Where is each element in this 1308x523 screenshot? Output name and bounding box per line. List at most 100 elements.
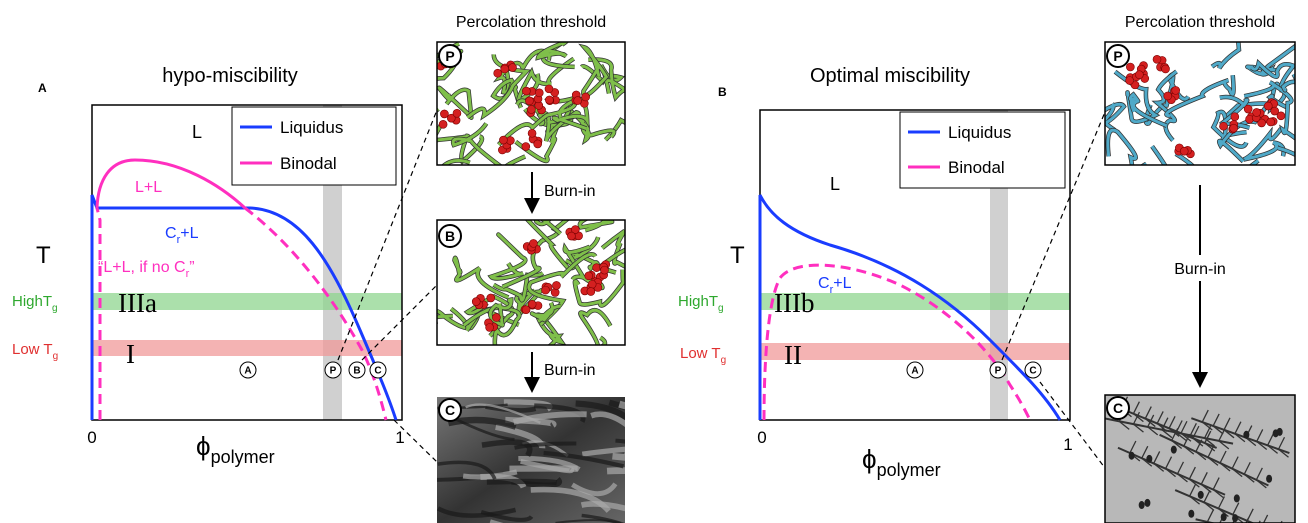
particle	[509, 64, 517, 72]
particle	[440, 110, 448, 118]
panel-b: B Optimal miscibility Liquidus Binodal L…	[678, 14, 1308, 523]
lamella	[619, 398, 669, 412]
zone-label: IIIa	[118, 288, 157, 318]
chain	[1085, 164, 1147, 194]
particle	[499, 136, 507, 144]
arrow-label: Burn-in	[544, 183, 596, 200]
step-badge: P	[1107, 45, 1129, 67]
panel-title: hypo-miscibility	[162, 65, 298, 87]
chain	[1227, 161, 1305, 209]
particle	[1153, 55, 1161, 63]
particle	[453, 109, 461, 117]
particle	[535, 89, 543, 97]
particle	[1126, 76, 1134, 84]
badge-label: B	[353, 366, 360, 377]
chain	[1085, 164, 1147, 194]
pore	[1171, 446, 1177, 454]
particle	[522, 143, 530, 151]
pore	[1266, 475, 1272, 483]
pore	[1198, 491, 1204, 499]
micrograph	[1105, 395, 1305, 523]
particle	[492, 313, 500, 321]
badge-label: P	[330, 366, 337, 377]
step-badge: C	[1107, 397, 1129, 419]
region-label: L+L	[135, 179, 162, 196]
lamella	[624, 453, 694, 466]
particle	[486, 324, 494, 332]
particle	[1244, 105, 1252, 113]
particle	[1162, 65, 1170, 73]
step-badge: B	[439, 225, 461, 247]
region-label: L	[830, 174, 840, 194]
particle	[1231, 113, 1239, 121]
zone-label: IIIb	[774, 288, 814, 318]
step-badge: C	[439, 399, 461, 421]
particle	[587, 288, 595, 296]
particle	[501, 65, 509, 73]
panel-letter: B	[718, 85, 727, 99]
particle	[585, 272, 593, 280]
legend-label: Liquidus	[948, 123, 1011, 142]
pore	[1129, 452, 1135, 460]
badge-label: C	[374, 366, 381, 377]
legend-label: Binodal	[948, 158, 1005, 177]
particle	[1126, 63, 1134, 71]
particle	[1253, 108, 1261, 116]
tg-label: HighTg	[12, 293, 58, 314]
particle	[528, 129, 536, 137]
arrow-label: Burn-in	[1174, 261, 1226, 278]
micrograph	[433, 173, 692, 355]
region-label: “L+L, if no Cr”	[98, 259, 195, 280]
zone-label: I	[126, 339, 135, 369]
particle	[527, 105, 535, 113]
low-tg-band	[760, 343, 1070, 360]
badge-label: C	[445, 402, 455, 418]
tg-label: HighTg	[678, 293, 724, 314]
particle	[1164, 92, 1172, 100]
particle	[1180, 147, 1188, 155]
figure: A hypo-miscibility Liquidus Binodal L L+…	[0, 0, 1308, 523]
panel-letter: A	[38, 81, 47, 95]
particle	[494, 69, 502, 77]
lamella	[612, 456, 682, 461]
pore	[1144, 499, 1150, 507]
micrograph	[381, 20, 677, 222]
pore	[1232, 514, 1238, 522]
particle	[1271, 107, 1279, 115]
pore	[1273, 429, 1279, 437]
lamella	[615, 441, 690, 468]
badge-label: B	[445, 228, 455, 244]
particle	[552, 281, 560, 289]
badge-label: P	[1113, 48, 1122, 64]
tg-label: Low Tg	[680, 345, 726, 366]
particle	[1230, 124, 1238, 132]
particle	[529, 239, 537, 247]
x-tick-label: 1	[395, 428, 404, 447]
particle	[522, 306, 530, 314]
badge-label: P	[445, 48, 454, 64]
micrograph	[437, 397, 695, 523]
chain	[1227, 161, 1305, 209]
pore	[1221, 513, 1227, 521]
particle	[525, 97, 533, 105]
axis-label: T	[36, 242, 51, 269]
image-header: Percolation threshold	[456, 14, 606, 31]
low-tg-band	[92, 340, 402, 356]
region-label: Cr+L	[818, 275, 852, 296]
badge-label: P	[995, 366, 1002, 377]
x-tick-label: 0	[757, 428, 766, 447]
tg-label: Low Tg	[12, 341, 58, 362]
particle	[582, 93, 590, 101]
image-content	[1105, 395, 1305, 523]
particle	[574, 97, 582, 105]
particle	[1267, 118, 1275, 126]
x-axis-label: ϕpolymer	[862, 444, 941, 480]
particle	[1219, 122, 1227, 130]
particle	[487, 294, 495, 302]
particle	[542, 286, 550, 294]
badge-label: A	[911, 366, 918, 377]
panel-a: A hypo-miscibility Liquidus Binodal L L+…	[12, 14, 695, 523]
particle	[600, 266, 608, 274]
chain	[440, 161, 488, 223]
marker-group: APBC	[240, 362, 386, 378]
